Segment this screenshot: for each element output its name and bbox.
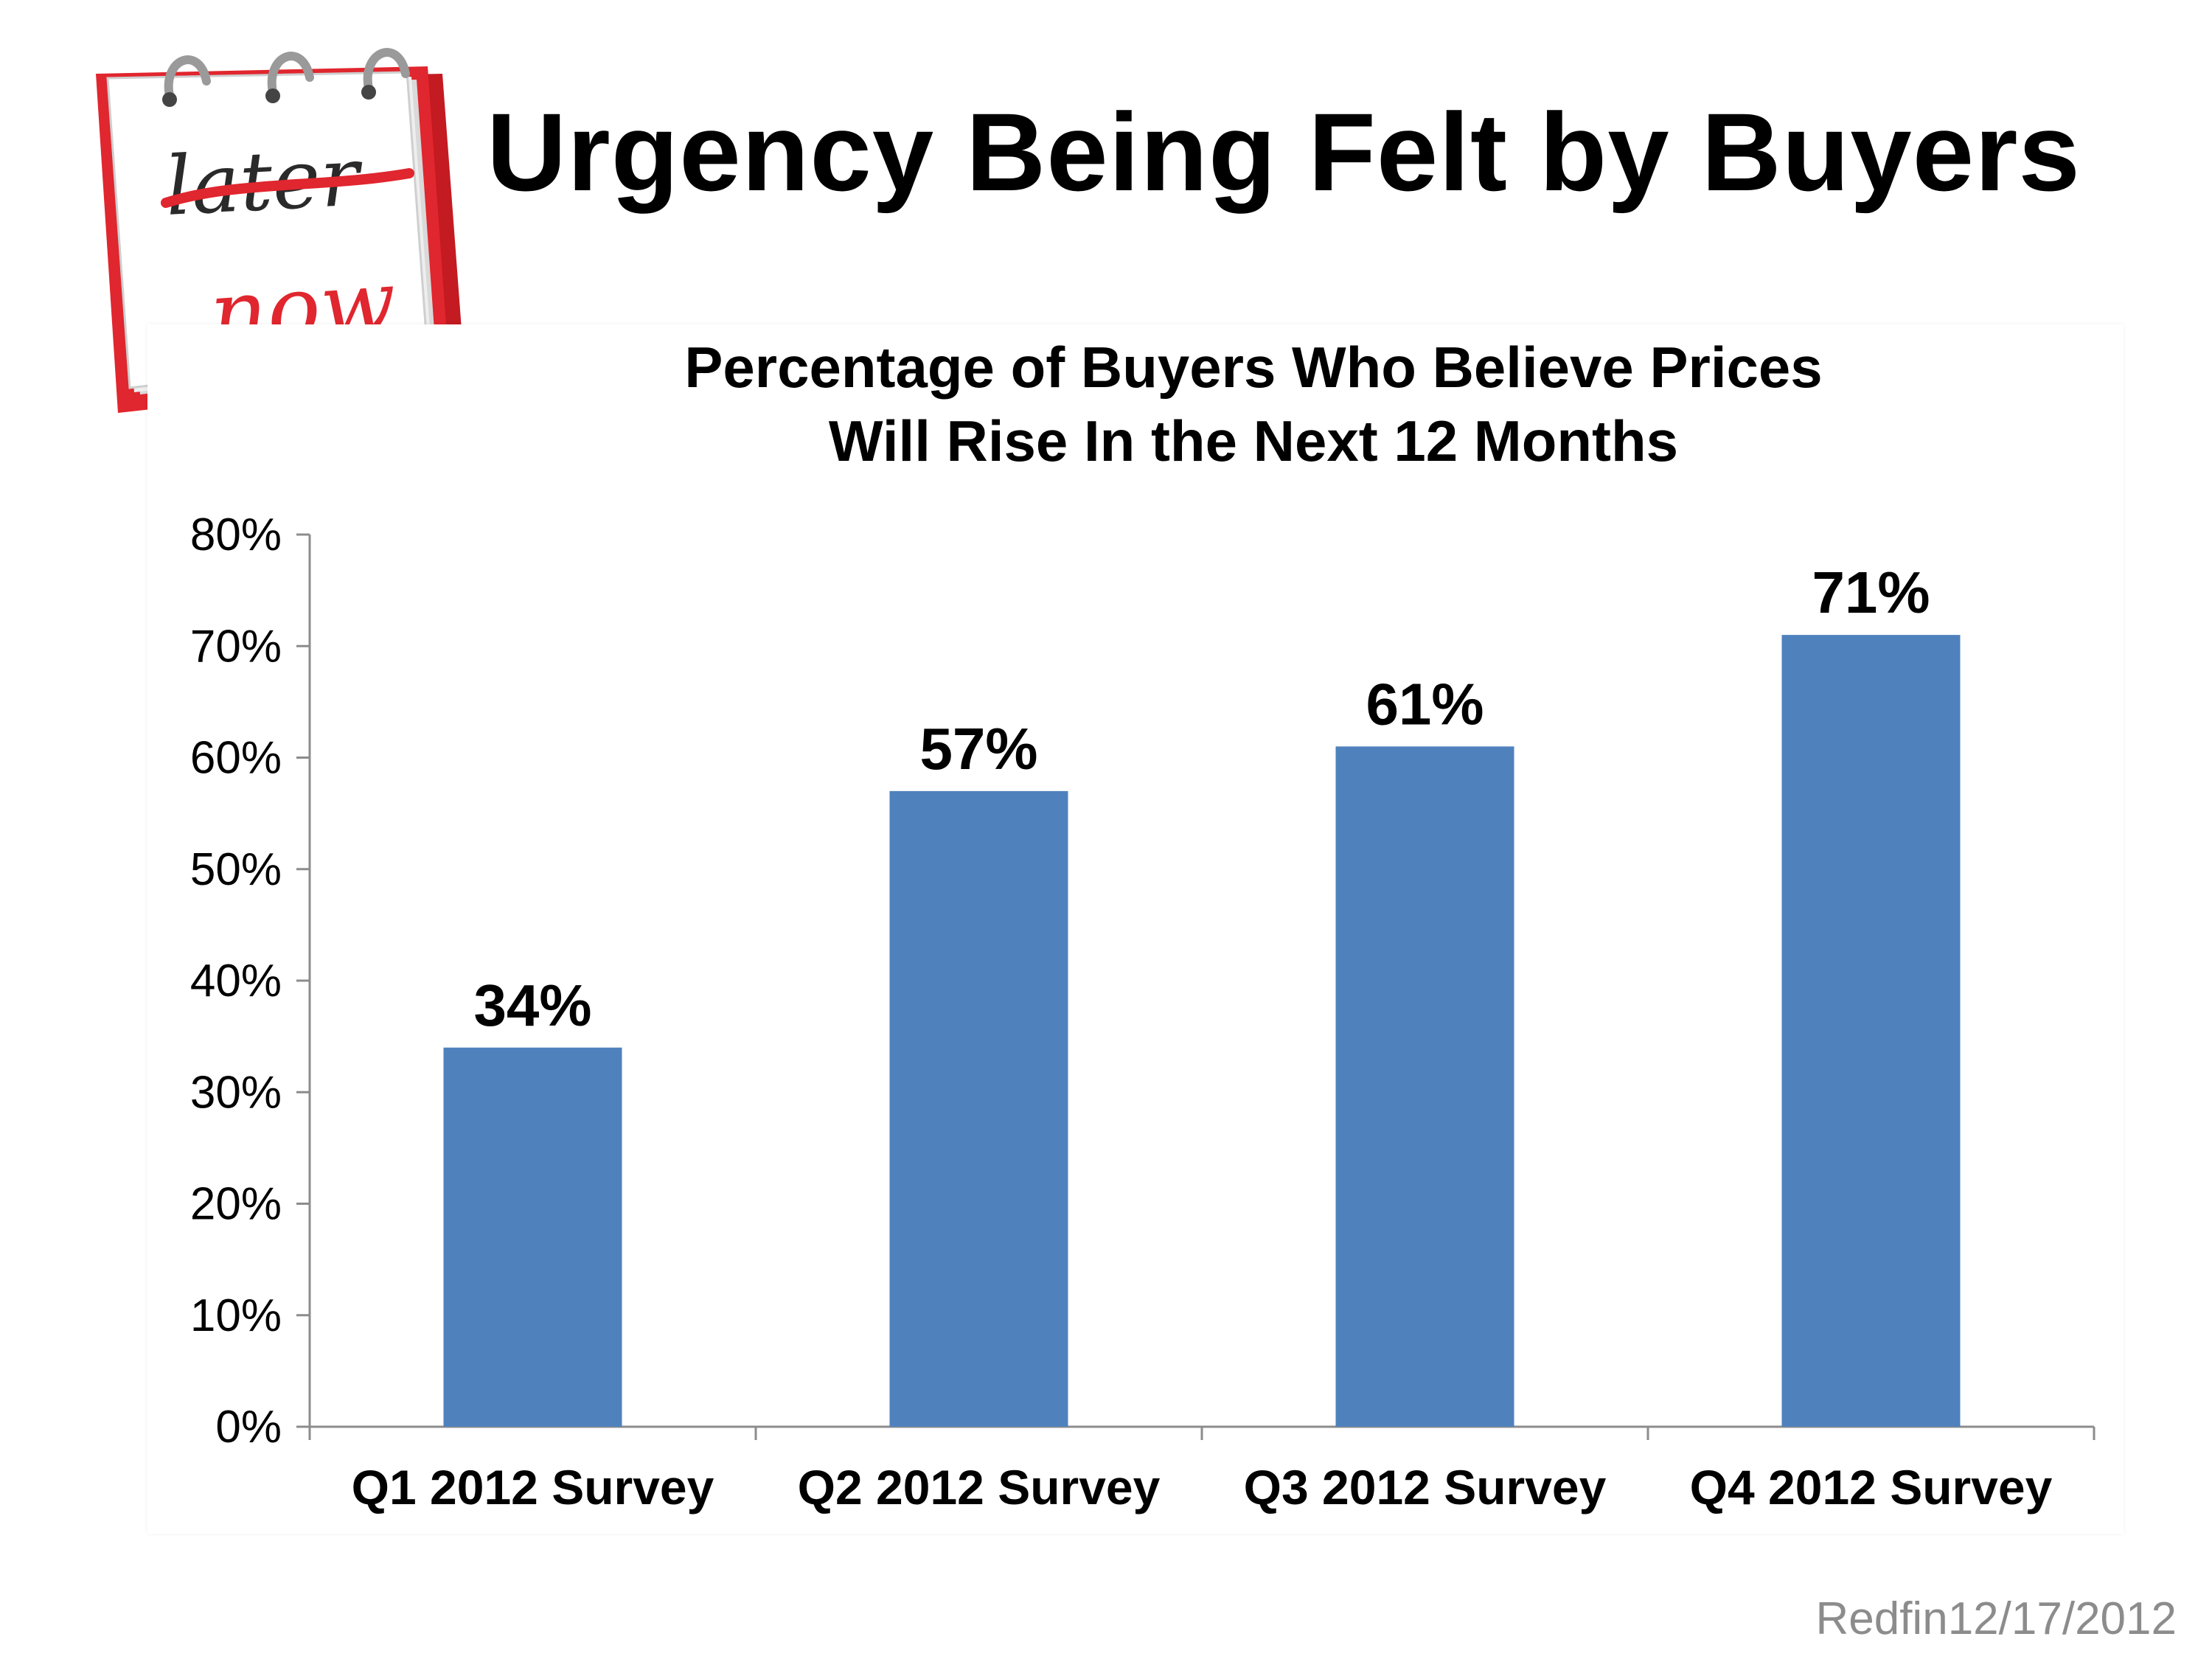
x-category-label: Q3 2012 Survey [1244,1460,1607,1514]
bar [443,1047,622,1427]
y-tick-label: 80% [190,509,282,560]
bar [1335,746,1514,1427]
x-category-label: Q4 2012 Survey [1690,1460,2053,1514]
chart-title-line-2: Will Rise In the Next 12 Months [829,408,1678,473]
x-category-label: Q1 2012 Survey [352,1460,714,1514]
data-label: 71% [1812,560,1930,625]
y-tick-label: 60% [190,733,282,784]
y-tick-label: 50% [190,844,282,895]
y-tick-label: 70% [190,621,282,672]
data-label: 34% [473,973,591,1038]
x-category-label: Q2 2012 Survey [798,1460,1161,1514]
chart-title-line-1: Percentage of Buyers Who Believe Prices [684,335,1822,400]
slide-title: Urgency Being Felt by Buyers [487,90,2081,214]
y-tick-label: 40% [190,956,282,1006]
y-tick-label: 0% [215,1402,282,1453]
y-tick-label: 30% [190,1067,282,1118]
chart-panel: Percentage of Buyers Who Believe Prices … [147,324,2124,1534]
source-note: Redfin12/17/2012 [1815,1593,2177,1644]
plot-area: 0% 10% 20% 30% 40% 50% 60% 70% 80% 34% Q1 2012 Sur… [190,509,2096,1514]
data-label: 61% [1366,671,1484,737]
y-tick-label: 10% [190,1290,282,1341]
bar [889,790,1068,1427]
data-label: 57% [919,716,1037,782]
bar [1781,635,1961,1427]
y-tick-label: 20% [190,1179,282,1230]
bar-chart: Percentage of Buyers Who Believe Prices … [190,335,2096,1514]
